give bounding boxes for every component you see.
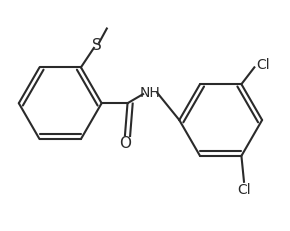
Text: Cl: Cl (257, 58, 270, 72)
Text: Cl: Cl (237, 183, 251, 197)
Text: O: O (119, 137, 131, 152)
Text: S: S (92, 39, 101, 54)
Text: NH: NH (139, 86, 160, 100)
